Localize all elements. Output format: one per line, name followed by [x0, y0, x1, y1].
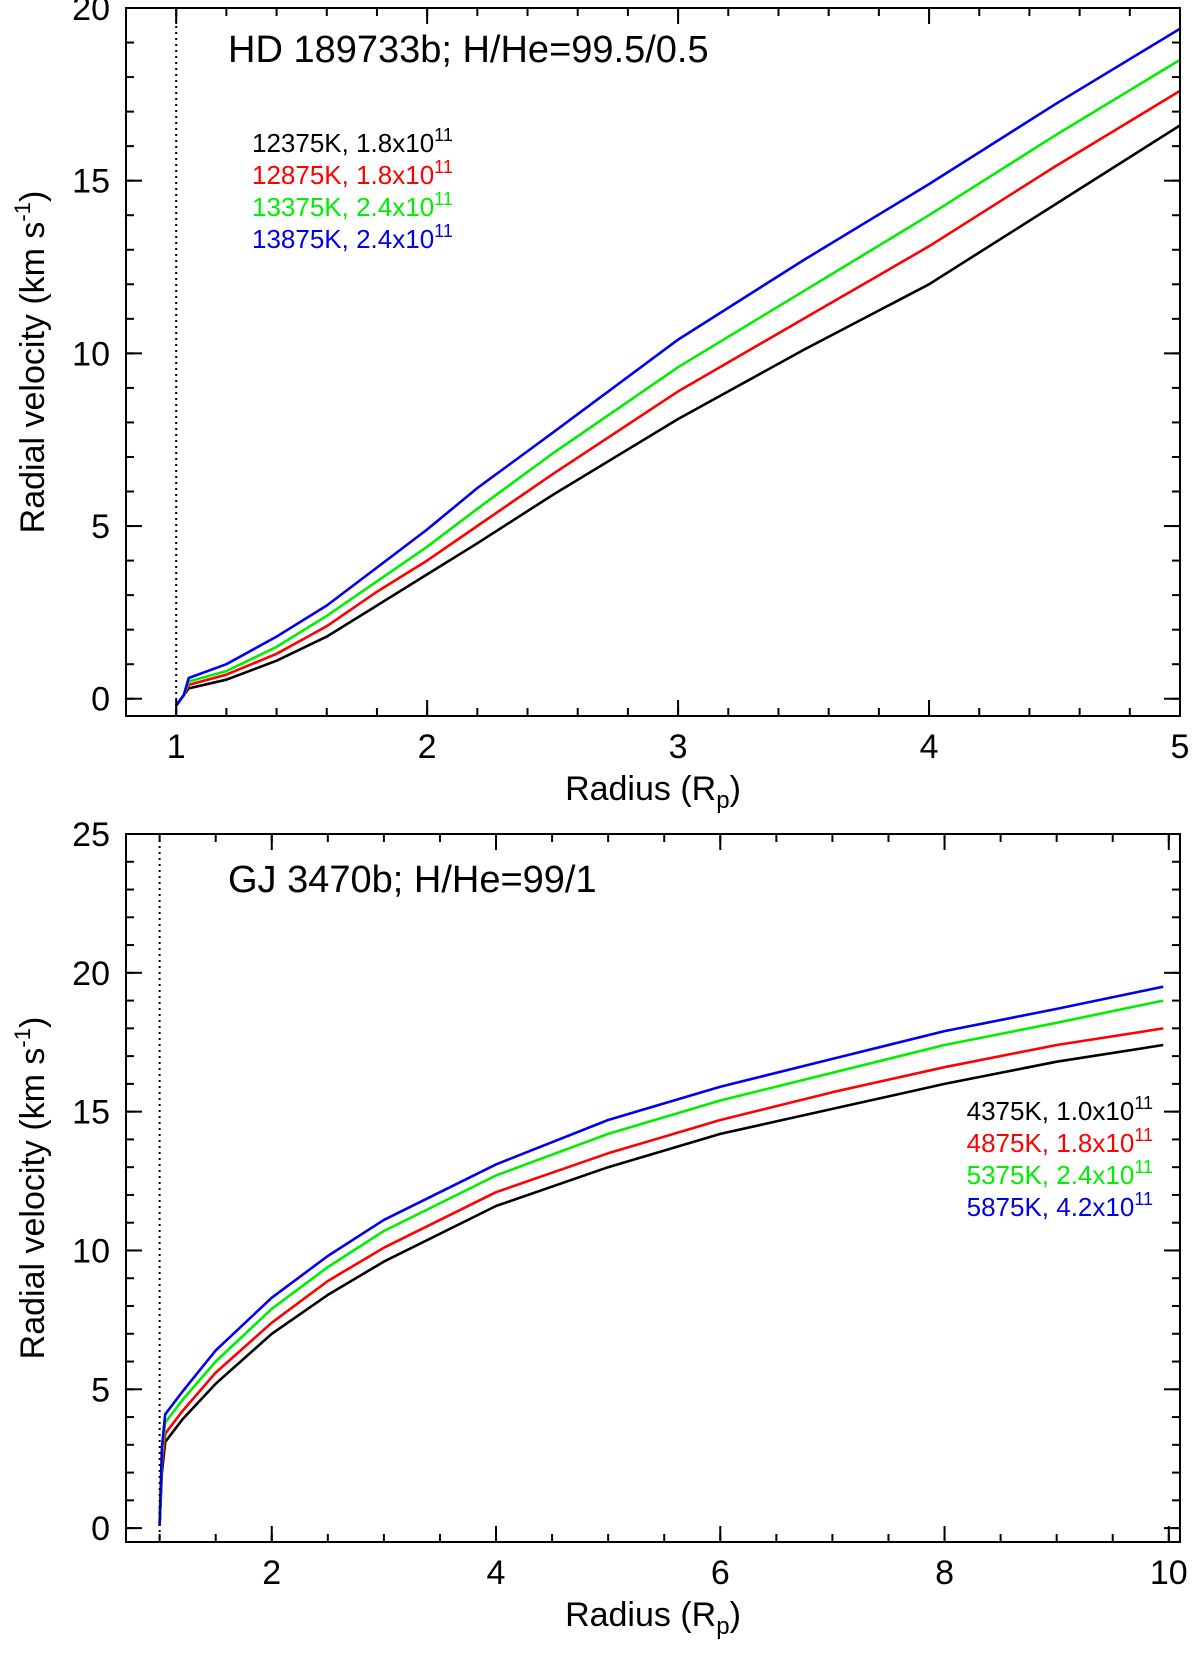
y-tick-label: 5	[91, 1371, 110, 1409]
legend-entry-1: 12375K, 1.8x1011	[252, 125, 453, 158]
x-tick-label: 3	[669, 728, 688, 766]
x-tick-label: 2	[262, 1554, 281, 1592]
x-tick-label: 8	[935, 1554, 954, 1592]
plot-frame	[125, 833, 1181, 1543]
legend-entry-1: 4375K, 1.0x1011	[967, 1093, 1153, 1126]
chart-title: HD 189733b; H/He=99.5/0.5	[228, 29, 709, 71]
chart-panel-1: 1 2 3 4 5 0 5 10 15 20 HD 189733b; H/He=99.5/0.5 Ra…	[10, 0, 1189, 814]
plot-frame	[125, 7, 1181, 717]
y-axis-label: Radial velocity (km s-1)	[10, 191, 52, 534]
legend-entry-3: 13375K, 2.4x1011	[252, 189, 453, 222]
series-line-3	[158, 999, 1164, 1526]
y-tick-label: 0	[91, 681, 110, 719]
series-line-4	[175, 27, 1180, 707]
x-tick-label: 10	[1150, 1554, 1188, 1592]
y-tick-label: 25	[72, 816, 110, 854]
y-tick-label: 10	[72, 335, 110, 373]
y-tick-label: 5	[91, 508, 110, 546]
x-tick-label: 1	[167, 728, 186, 766]
y-tick-label: 20	[72, 0, 110, 28]
x-tick-label: 6	[711, 1554, 730, 1592]
x-tick-label: 5	[1171, 728, 1190, 766]
series-line-1	[158, 1043, 1164, 1526]
legend-entry-3: 5375K, 2.4x1011	[967, 1157, 1153, 1190]
series-line-2	[158, 1027, 1164, 1526]
legend-entry-4: 5875K, 4.2x1011	[967, 1189, 1153, 1222]
x-axis-label: Radius (Rp)	[565, 770, 741, 814]
y-tick-label: 0	[91, 1510, 110, 1548]
x-tick-label: 4	[487, 1554, 506, 1592]
x-tick-label: 4	[920, 728, 939, 766]
series-line-4	[158, 985, 1164, 1526]
chart-panel-2: 2 4 6 8 10 0 5 10 15 20 25 GJ 3470b; H/He=99/1 Radiu…	[10, 816, 1188, 1640]
chart-title: GJ 3470b; H/He=99/1	[228, 859, 597, 901]
y-tick-label: 15	[72, 163, 110, 201]
y-tick-label: 15	[72, 1094, 110, 1132]
y-tick-label: 20	[72, 955, 110, 993]
x-axis-label: Radius (Rp)	[565, 1596, 741, 1640]
y-tick-label: 10	[72, 1232, 110, 1270]
legend-entry-2: 4875K, 1.8x1011	[967, 1125, 1153, 1158]
legend-entry-4: 13875K, 2.4x1011	[252, 221, 453, 254]
y-axis-label: Radial velocity (km s-1)	[10, 1017, 52, 1360]
x-tick-label: 2	[418, 728, 437, 766]
legend-entry-2: 12875K, 1.8x1011	[252, 157, 453, 190]
